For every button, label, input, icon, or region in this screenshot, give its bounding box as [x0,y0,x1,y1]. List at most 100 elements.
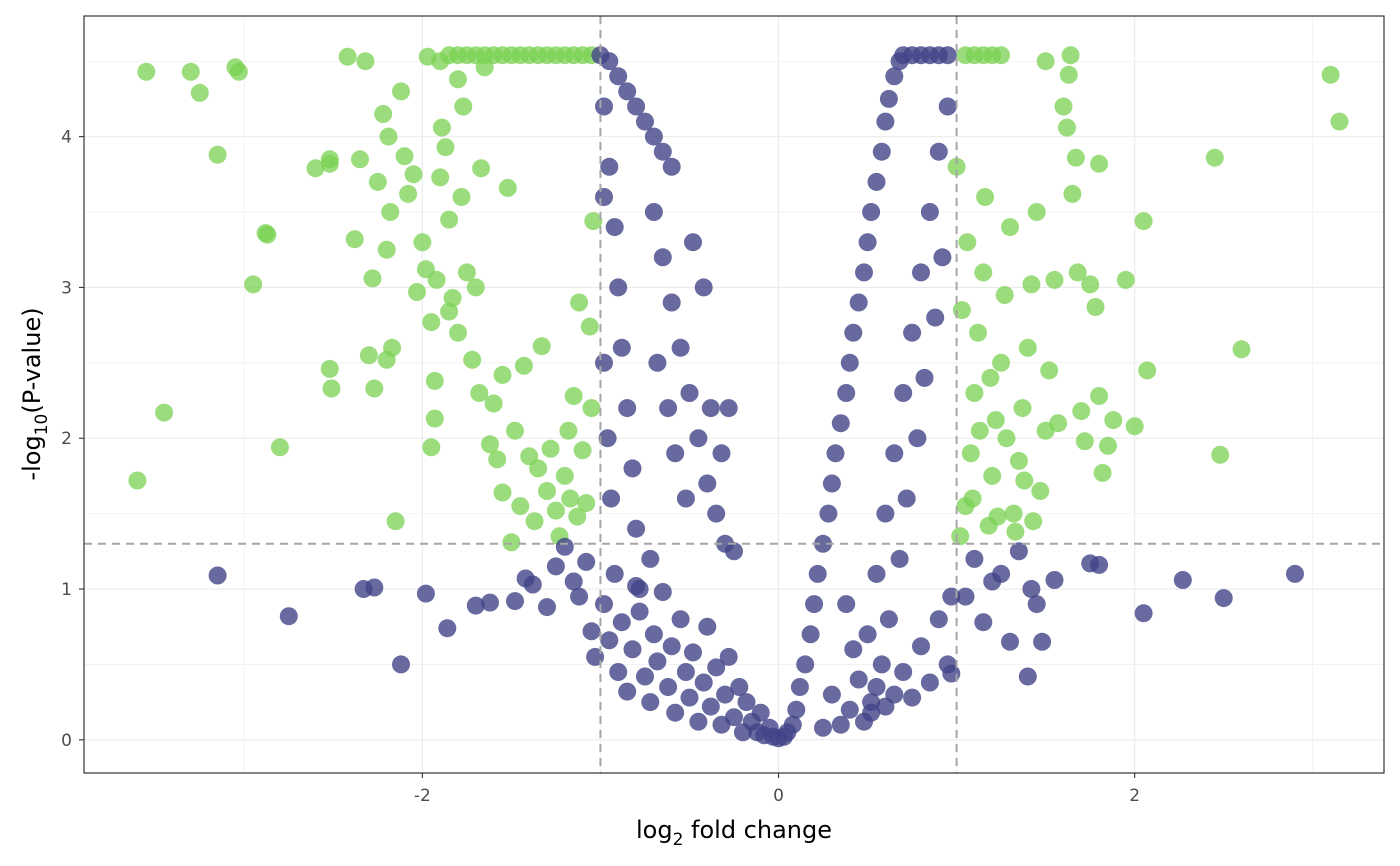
non-significant-point [630,602,649,621]
non-significant-point [844,323,863,342]
non-significant-point [689,429,708,448]
significant-point [538,482,556,500]
significant-point [498,178,517,197]
significant-point [992,46,1011,65]
non-significant-point [600,631,619,650]
significant-point [425,409,444,428]
significant-point [970,421,989,440]
non-significant-point [676,663,695,681]
significant-point [381,203,400,221]
significant-point [436,138,455,157]
non-significant-point [1001,632,1019,651]
non-significant-point [694,278,713,297]
non-significant-point [730,678,749,696]
non-significant-point [840,700,859,719]
non-significant-point [523,575,542,594]
non-significant-point [894,663,913,681]
non-significant-point [912,637,930,656]
non-significant-point [636,667,654,686]
significant-point [345,230,364,249]
non-significant-point [849,293,868,312]
significant-point [1006,522,1025,541]
significant-point [1321,65,1340,84]
non-significant-point [662,157,681,176]
non-significant-point [840,353,859,372]
non-significant-point [659,399,678,418]
significant-point [1104,411,1123,430]
non-significant-point [826,444,845,463]
significant-point [363,269,382,288]
significant-point [995,286,1014,304]
significant-point [969,323,987,342]
non-significant-point [885,444,904,463]
significant-point [532,337,551,356]
significant-point [502,533,521,552]
non-significant-point [974,613,993,632]
significant-point [386,512,405,531]
non-significant-point [872,655,891,674]
non-significant-point [938,97,957,116]
non-significant-point [653,248,672,267]
non-significant-point [684,233,702,252]
non-significant-point [662,293,681,312]
non-significant-point [648,652,667,671]
significant-point [1009,451,1028,470]
non-significant-point [862,203,881,221]
significant-point [1063,184,1082,203]
significant-point [986,411,1005,430]
non-significant-point [707,504,726,523]
non-significant-point [671,610,690,629]
non-significant-point [965,549,984,568]
non-significant-point [598,429,617,448]
significant-point [1013,399,1032,418]
panel-border [83,15,1385,774]
non-significant-point [1033,632,1052,651]
significant-point [454,97,473,116]
non-significant-point [801,625,820,644]
non-significant-point [1027,595,1046,614]
significant-point [546,501,565,520]
significant-point [1081,275,1100,294]
non-significant-point [929,610,948,629]
non-significant-point [618,399,637,418]
significant-point [564,387,583,405]
non-significant-point [538,598,556,617]
non-significant-point [1214,589,1233,608]
non-significant-point [783,715,802,734]
non-significant-point [609,663,628,681]
non-significant-point [609,278,628,297]
non-significant-point [858,233,877,252]
threshold-lines [84,16,1384,773]
non-significant-point [612,613,631,632]
significant-point [561,489,580,508]
significant-point [1116,270,1135,289]
x-axis-title: log2 fold change [636,816,832,850]
significant-point [976,188,995,206]
significant-point [947,157,966,176]
non-significant-point [641,693,660,712]
non-significant-point [662,637,681,656]
non-significant-point [701,697,720,716]
significant-point [338,47,357,66]
non-significant-point [790,678,809,696]
non-significant-point [890,549,909,568]
non-significant-point [876,504,895,523]
non-significant-point [365,578,384,597]
significant-point [1015,471,1034,490]
significant-point [1205,148,1224,167]
non-significant-point [1018,667,1037,686]
non-significant-point [751,703,770,722]
significant-point [1211,445,1230,464]
significant-point [580,317,599,336]
non-significant-point [438,619,457,638]
significant-point [1040,361,1059,380]
significant-point [181,62,200,81]
significant-point [190,83,209,102]
significant-point [365,379,384,398]
non-significant-point [938,655,957,674]
non-significant-point [716,685,735,704]
non-significant-point [855,263,873,282]
non-significant-point [279,607,298,626]
significant-point [568,507,587,526]
significant-point [440,210,459,229]
